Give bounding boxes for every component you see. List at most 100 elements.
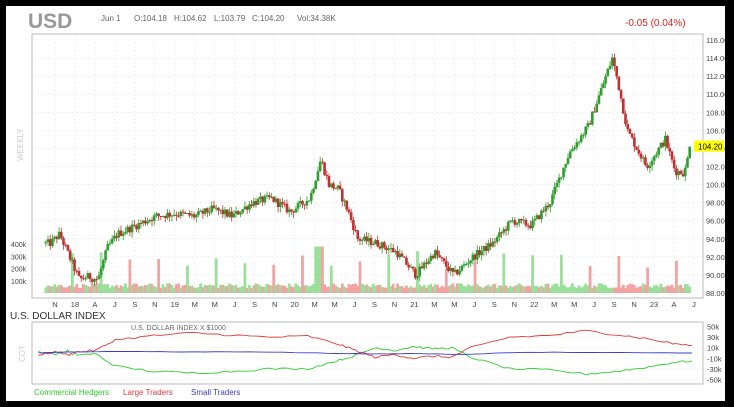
volume-bar xyxy=(259,285,262,293)
volume-bar xyxy=(163,287,167,293)
candle-body xyxy=(436,250,439,256)
candle-body xyxy=(73,259,76,271)
candle-body xyxy=(391,248,395,253)
volume-bar xyxy=(254,283,258,293)
volume-bar xyxy=(668,285,672,293)
volume-bar xyxy=(188,285,192,293)
volume-bar xyxy=(112,286,116,293)
volume-bar xyxy=(601,284,605,293)
candle-body xyxy=(99,268,103,276)
volume-bar xyxy=(369,287,373,293)
candle-body xyxy=(347,209,351,213)
candle-body xyxy=(469,260,472,264)
chart-frame: 116.00 114.00 112.00 110.00 108.00 106.00 104.… xyxy=(6,6,725,401)
candle-body xyxy=(449,267,453,271)
volume-bar xyxy=(285,287,289,293)
candle-body xyxy=(542,210,545,212)
candle-body xyxy=(374,240,377,245)
candle-body xyxy=(683,167,687,177)
candle-body xyxy=(312,188,315,193)
candle-body xyxy=(635,146,638,150)
volume-tick-label: 200k xyxy=(11,267,27,274)
candle-body xyxy=(615,66,618,77)
price-change: -0.05 (0.04%) xyxy=(625,18,686,29)
volume-bar xyxy=(93,284,96,293)
volume-bar xyxy=(148,283,152,293)
volume-bar xyxy=(130,284,134,293)
candle-body xyxy=(475,250,479,260)
candle-body xyxy=(327,176,331,187)
candle-body xyxy=(356,230,360,239)
candle-body xyxy=(400,253,404,257)
volume-bar xyxy=(309,285,313,293)
volume-bar xyxy=(548,287,552,293)
volume-bar xyxy=(500,285,504,293)
candle-body xyxy=(383,242,386,248)
candle-body xyxy=(418,266,422,277)
volume-bar xyxy=(97,283,101,293)
volume-bar xyxy=(686,284,689,293)
candle-body xyxy=(480,251,483,256)
candle-body xyxy=(504,229,508,231)
candle-body xyxy=(254,201,258,205)
candle-body xyxy=(555,182,559,188)
volume-bar xyxy=(451,283,455,293)
candle-body xyxy=(529,225,532,229)
cot-lines xyxy=(38,329,693,376)
candle-body xyxy=(223,209,227,215)
volume-bar xyxy=(139,285,143,293)
volume-bar xyxy=(124,283,127,293)
ohlc-date: Jun 1 xyxy=(101,14,121,23)
volume-bar xyxy=(294,283,298,293)
volume-bar xyxy=(360,283,364,293)
volume-bar xyxy=(168,283,172,293)
candle-body xyxy=(425,262,428,264)
candle-body xyxy=(281,202,284,204)
volume-bar xyxy=(584,283,588,293)
candle-body xyxy=(491,241,495,247)
volume-bar xyxy=(606,287,610,293)
candle-body xyxy=(633,137,636,147)
volume-bar xyxy=(679,284,683,293)
candle-body xyxy=(340,189,344,202)
volume-bar xyxy=(59,285,63,293)
volume-bar xyxy=(174,284,178,293)
price-tick-label: 110.00 xyxy=(706,90,725,99)
candle-body xyxy=(243,206,247,210)
candle-body xyxy=(460,265,464,271)
candle-body xyxy=(126,226,129,232)
candle-body xyxy=(553,187,557,195)
volume-bar xyxy=(666,285,669,293)
volume-bar xyxy=(442,287,446,293)
volume-bar xyxy=(371,283,375,293)
volume-bar xyxy=(447,286,450,293)
candle-body xyxy=(230,211,233,218)
candle-body xyxy=(675,168,678,176)
candle-body xyxy=(360,239,364,241)
candle-body xyxy=(248,204,251,210)
candle-body xyxy=(44,242,48,244)
candle-body xyxy=(206,208,209,213)
volume-bar xyxy=(546,283,550,293)
candle-body xyxy=(285,203,289,213)
x-tick-label: J xyxy=(353,300,357,309)
volume-bar xyxy=(356,285,360,293)
candle-body xyxy=(212,205,216,208)
volume-bar xyxy=(210,285,214,293)
price-tick-label: 112.00 xyxy=(706,72,725,81)
volume-bar xyxy=(232,285,236,293)
volume-bar xyxy=(608,287,612,293)
ohlc-volume: Vol:34.38K xyxy=(297,14,336,23)
volume-bar xyxy=(95,283,99,293)
price-tick-label: 108.00 xyxy=(706,108,725,117)
x-tick-label: J xyxy=(592,300,596,309)
candle-body xyxy=(641,157,645,159)
candle-body xyxy=(321,161,324,163)
volume-bar xyxy=(480,287,484,293)
volume-bar xyxy=(407,287,411,293)
candle-body xyxy=(177,215,180,217)
volume-bar xyxy=(588,265,592,293)
candle-body xyxy=(487,243,490,251)
candle-body xyxy=(597,95,601,104)
volume-bar xyxy=(405,285,408,293)
